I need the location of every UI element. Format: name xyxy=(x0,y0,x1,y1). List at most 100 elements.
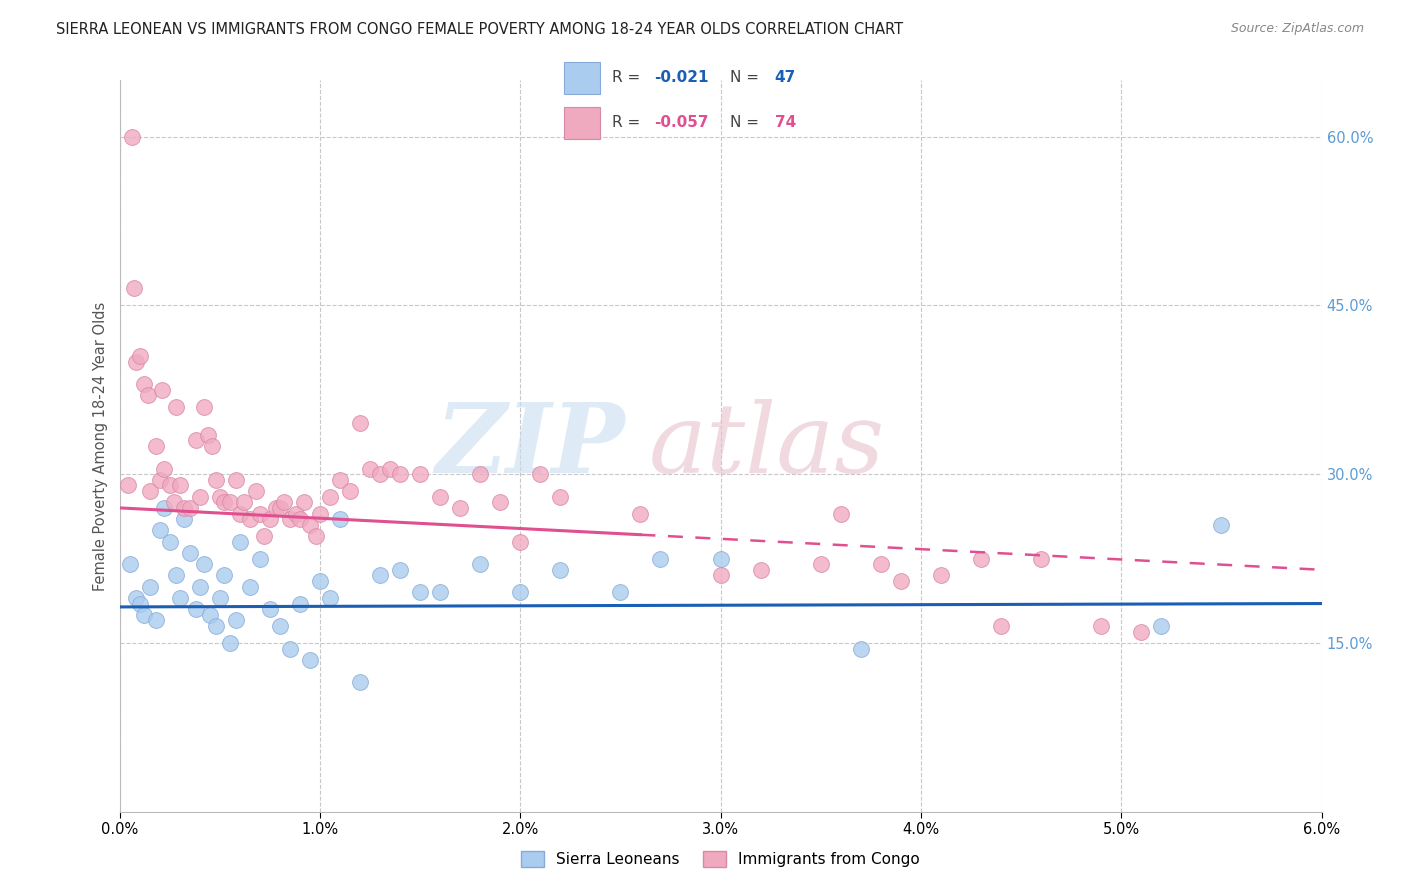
Point xyxy=(368,568,391,582)
Point xyxy=(298,653,321,667)
Point xyxy=(849,641,872,656)
Point xyxy=(208,490,231,504)
Point xyxy=(278,512,301,526)
Point xyxy=(449,500,471,515)
Point xyxy=(308,507,332,521)
Point xyxy=(118,557,141,571)
Point xyxy=(288,512,311,526)
Point xyxy=(929,568,952,582)
Point xyxy=(468,467,492,482)
Point xyxy=(1090,619,1112,633)
Point xyxy=(429,585,451,599)
Point xyxy=(259,512,281,526)
Point xyxy=(388,467,411,482)
Point xyxy=(409,585,432,599)
Point xyxy=(188,580,211,594)
Point xyxy=(173,512,195,526)
Point xyxy=(830,507,852,521)
Text: ZIP: ZIP xyxy=(434,399,624,493)
Point xyxy=(749,563,772,577)
Point xyxy=(239,580,262,594)
Point xyxy=(709,568,731,582)
Point xyxy=(198,607,221,622)
Point xyxy=(359,461,381,475)
Point xyxy=(319,591,342,605)
Text: 74: 74 xyxy=(775,115,796,130)
Point xyxy=(489,495,512,509)
Point xyxy=(132,607,155,622)
Point xyxy=(319,490,342,504)
Point xyxy=(709,551,731,566)
Text: N =: N = xyxy=(730,70,763,86)
Point xyxy=(218,636,240,650)
Point xyxy=(509,585,531,599)
Point xyxy=(284,507,307,521)
Point xyxy=(179,500,201,515)
Point xyxy=(193,400,215,414)
Point xyxy=(548,563,571,577)
Point xyxy=(212,568,235,582)
Point xyxy=(269,619,291,633)
Point xyxy=(245,483,267,498)
Point xyxy=(609,585,631,599)
Point xyxy=(117,478,139,492)
Point xyxy=(329,473,352,487)
Point xyxy=(121,129,143,144)
Point xyxy=(368,467,391,482)
Point xyxy=(292,495,315,509)
Point xyxy=(305,529,328,543)
Point xyxy=(628,507,651,521)
Point xyxy=(253,529,276,543)
Point xyxy=(159,534,181,549)
Point xyxy=(1150,619,1173,633)
Point xyxy=(212,495,235,509)
Point xyxy=(225,473,247,487)
Point xyxy=(132,377,155,392)
Point xyxy=(169,478,191,492)
Point xyxy=(162,495,184,509)
Point xyxy=(152,500,174,515)
Text: -0.021: -0.021 xyxy=(654,70,709,86)
Point xyxy=(128,349,150,363)
Point xyxy=(228,534,250,549)
Text: R =: R = xyxy=(612,70,645,86)
Point xyxy=(388,563,411,577)
Point xyxy=(468,557,492,571)
Point xyxy=(149,524,172,538)
Point xyxy=(228,507,250,521)
Bar xyxy=(564,62,600,94)
Point xyxy=(165,400,187,414)
Point xyxy=(165,568,187,582)
Point xyxy=(409,467,432,482)
Point xyxy=(349,417,371,431)
Point xyxy=(169,591,191,605)
Point xyxy=(204,473,226,487)
Text: atlas: atlas xyxy=(648,399,884,493)
Point xyxy=(124,591,146,605)
Point xyxy=(1130,624,1153,639)
Point xyxy=(259,602,281,616)
Point xyxy=(378,461,401,475)
Point xyxy=(149,473,172,487)
Point xyxy=(1029,551,1052,566)
Point xyxy=(184,434,207,448)
Point xyxy=(970,551,993,566)
Point xyxy=(890,574,912,588)
Point xyxy=(124,354,146,368)
Point xyxy=(128,597,150,611)
Point xyxy=(298,517,321,532)
Point xyxy=(184,602,207,616)
Point xyxy=(1211,517,1233,532)
Point xyxy=(173,500,195,515)
Text: N =: N = xyxy=(730,115,763,130)
Point xyxy=(810,557,832,571)
Point xyxy=(249,507,271,521)
Point xyxy=(145,614,167,628)
Point xyxy=(339,483,361,498)
Point xyxy=(288,597,311,611)
Point xyxy=(197,427,219,442)
Point xyxy=(193,557,215,571)
Point xyxy=(136,388,159,402)
Point xyxy=(548,490,571,504)
Point xyxy=(278,641,301,656)
